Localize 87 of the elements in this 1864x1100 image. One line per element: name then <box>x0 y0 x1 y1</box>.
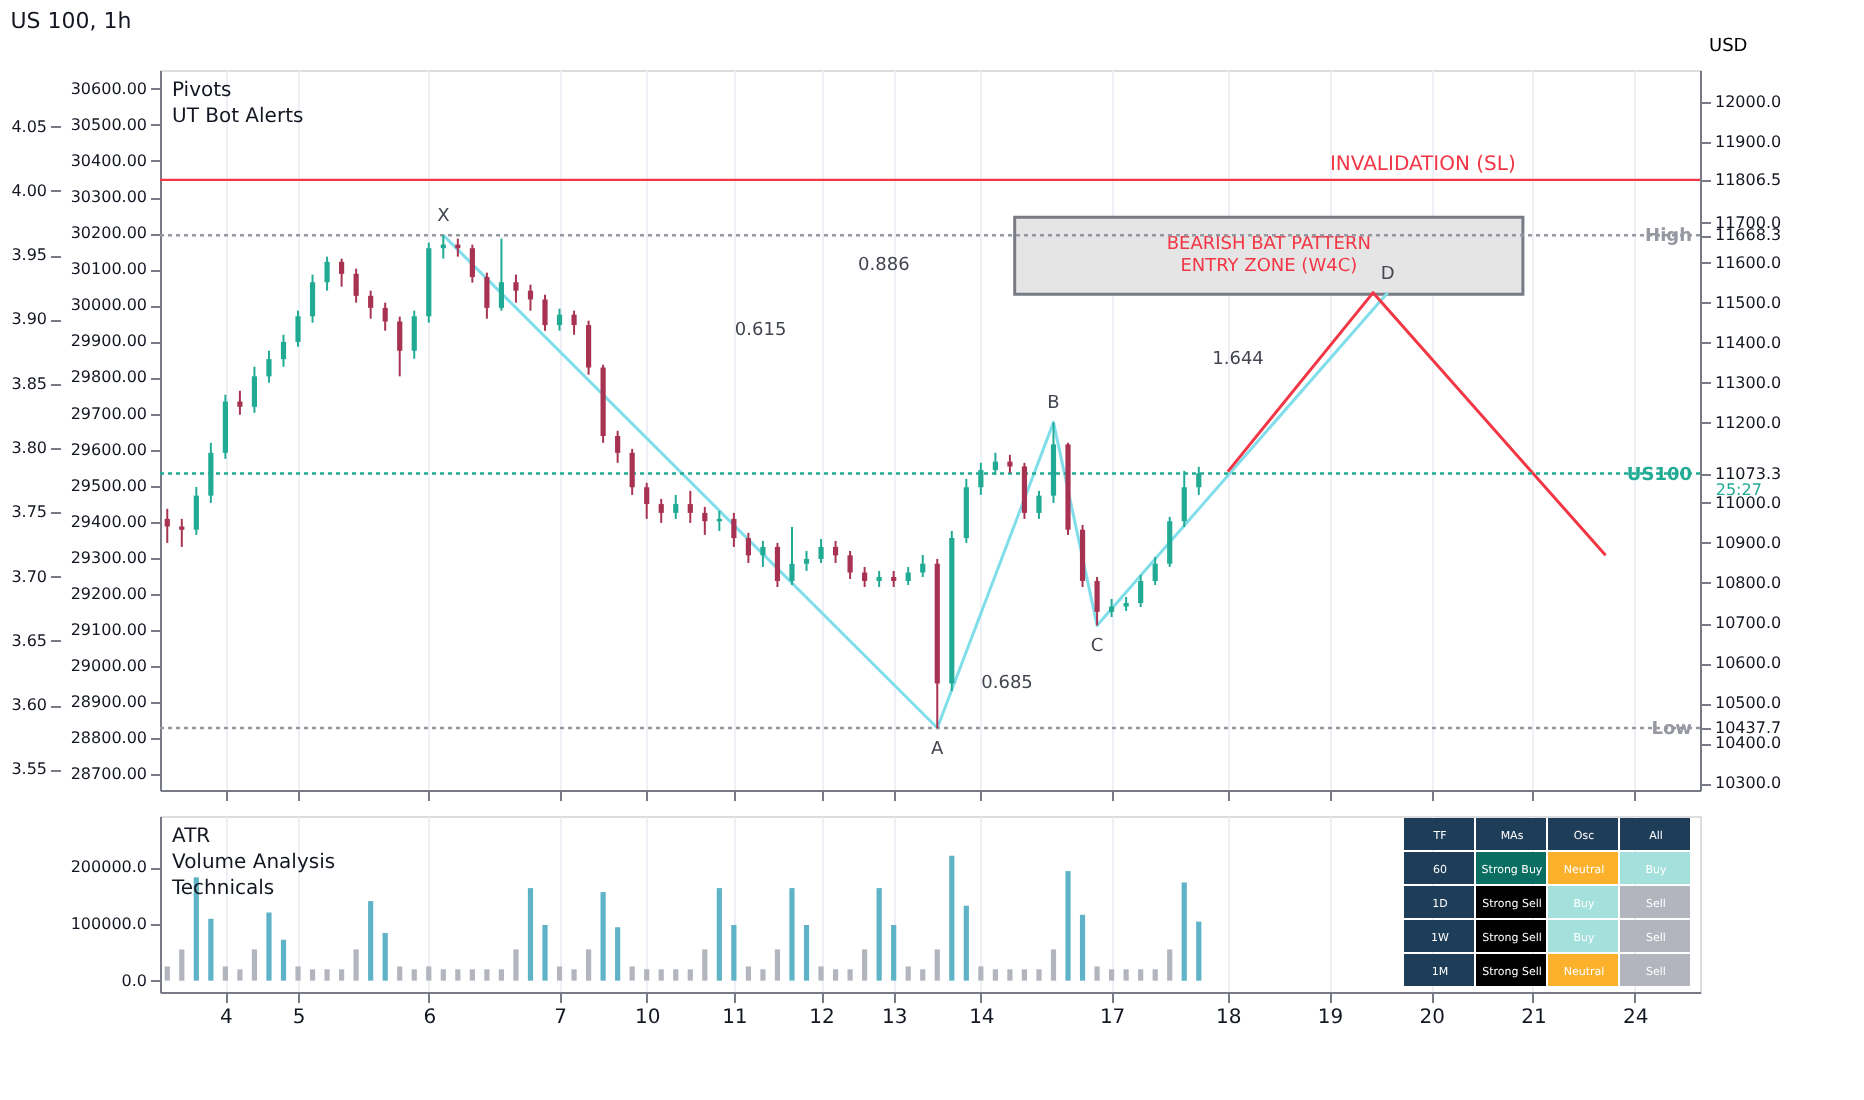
annotation: 1.644 <box>1212 350 1265 370</box>
x-tick-label: 19 <box>1317 1007 1344 1029</box>
y-tick-label: 200000.0 <box>70 858 147 877</box>
y2-tick-label: 30000.00 <box>70 296 147 315</box>
y2-tick-label: 29900.00 <box>70 332 147 351</box>
y-tick-label: 10437.7 <box>1715 719 1782 738</box>
y2-tick-label: 29600.00 <box>70 440 147 459</box>
y2-tick-label: 30200.00 <box>70 224 147 243</box>
y3-tick-label: 3.75 <box>11 503 47 522</box>
y-tick-label: 11600.0 <box>1715 253 1782 272</box>
y3-tick-label: 3.80 <box>11 439 47 457</box>
x-tick-label: 17 <box>1099 1007 1126 1029</box>
ref-line-label: INVALIDATION (SL) <box>1329 153 1516 176</box>
data-label: D <box>1380 264 1395 285</box>
x-tick-label: 10 <box>634 1007 661 1029</box>
band-label: BEARISH BAT PATTERN ENTRY ZONE (W4C) <box>1166 235 1371 278</box>
y2-tick-label: 29800.00 <box>70 368 147 387</box>
y-tick-label: 11500.0 <box>1715 293 1782 312</box>
chart-title: US 100, 1h <box>10 8 132 34</box>
y-tick-label: 11700.0 <box>1715 213 1782 232</box>
y-tick-label: 11668.3 <box>1715 226 1782 245</box>
annotation: Volume Analysis <box>172 852 336 874</box>
annotation: Pivots <box>172 80 232 102</box>
x-tick-label: 21 <box>1521 1007 1547 1029</box>
y2-tick-label: 30500.00 <box>70 115 147 134</box>
y2-tick-label: 28700.00 <box>70 765 147 784</box>
y2-tick-label: 28800.00 <box>70 729 147 748</box>
data-label: X <box>437 207 450 228</box>
data-label: C <box>1090 637 1104 658</box>
x-tick-label: 14 <box>969 1007 995 1029</box>
y-tick-label: 10500.0 <box>1715 694 1782 713</box>
y-tick-label: 10600.0 <box>1715 654 1782 673</box>
y3-tick-label: 3.70 <box>11 567 47 586</box>
y2-tick-label: 29400.00 <box>70 512 147 531</box>
y-tick-label: 11400.0 <box>1715 333 1782 352</box>
x-tick-label: 20 <box>1419 1007 1445 1029</box>
y-tick-label: 12000.0 <box>1715 93 1782 112</box>
annotation: 0.886 <box>858 256 911 277</box>
y3-tick-label: 3.95 <box>11 246 47 265</box>
y2-tick-label: 29500.00 <box>70 476 147 495</box>
x-tick-label: 13 <box>881 1007 908 1029</box>
y2-tick-label: 30100.00 <box>70 260 147 279</box>
y3-tick-label: 3.55 <box>11 760 47 779</box>
x-tick-label: 11 <box>722 1007 748 1029</box>
x-tick-label: 7 <box>554 1007 567 1029</box>
y3-tick-label: 3.60 <box>11 696 47 715</box>
y3-tick-label: 4.00 <box>11 181 47 200</box>
y-tick-label: 10700.0 <box>1715 614 1782 633</box>
y-axis-title: USD <box>1709 37 1748 57</box>
y2-tick-label: 30400.00 <box>70 151 147 170</box>
ref-line-label: US100 <box>1626 465 1692 486</box>
data-label: A <box>931 740 946 761</box>
y-tick-label: 11806.5 <box>1715 170 1782 189</box>
annotation: 0.615 <box>734 321 787 342</box>
annotation: 0.685 <box>981 674 1033 694</box>
x-tick-label: 24 <box>1622 1007 1649 1029</box>
y2-tick-label: 30600.00 <box>70 79 147 98</box>
y2-tick-label: 29100.00 <box>70 621 147 640</box>
data-label: B <box>1047 394 1060 415</box>
y3-tick-label: 3.90 <box>11 310 47 329</box>
x-tick-label: 4 <box>220 1007 233 1029</box>
y3-tick-label: 3.65 <box>11 631 47 650</box>
y-tick-label: 100000.0 <box>70 914 147 933</box>
y-tick-label: 10400.0 <box>1715 734 1782 753</box>
y2-tick-label: 29200.00 <box>70 585 147 604</box>
y3-tick-label: 3.85 <box>11 374 47 393</box>
y3-tick-label: 4.05 <box>11 117 47 136</box>
y-tick-label: 11073.3 <box>1715 464 1782 483</box>
y-tick-label: 11300.0 <box>1715 373 1782 392</box>
y-tick-label: 0.0 <box>121 971 147 990</box>
x-tick-label: 18 <box>1216 1007 1242 1029</box>
y-tick-label: 11200.0 <box>1715 413 1782 432</box>
y-tick-label: 10900.0 <box>1715 533 1782 552</box>
x-tick-label: 6 <box>423 1007 437 1029</box>
annotation: ATR <box>172 826 211 848</box>
y2-tick-label: 30300.00 <box>70 188 147 207</box>
x-tick-label: 5 <box>292 1007 306 1029</box>
x-tick-label: 12 <box>809 1007 835 1029</box>
y-tick-label: 10800.0 <box>1715 573 1782 592</box>
y-tick-label: 11900.0 <box>1715 133 1782 152</box>
y-tick-label: 11000.0 <box>1715 493 1782 512</box>
y2-tick-label: 29700.00 <box>70 404 147 423</box>
y-tick-label: 10300.0 <box>1715 774 1782 793</box>
y2-tick-label: 28900.00 <box>70 693 147 712</box>
y2-tick-label: 29000.00 <box>70 657 147 676</box>
annotation: UT Bot Alerts <box>172 106 304 128</box>
y2-tick-label: 29300.00 <box>70 548 147 567</box>
